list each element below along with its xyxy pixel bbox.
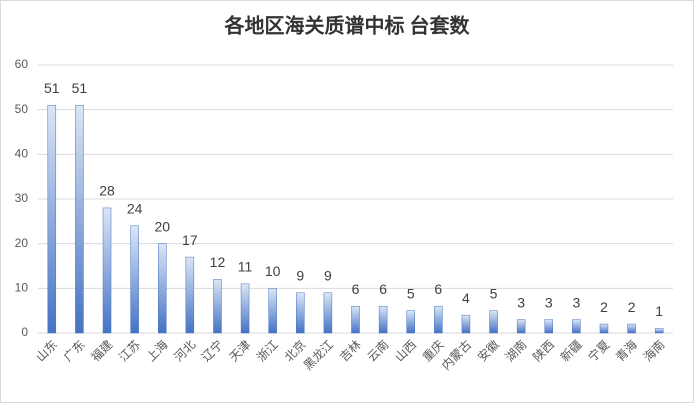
bar [47,104,57,334]
chart-title: 各地区海关质谱中标 台套数 [224,14,471,38]
value-label: 6 [379,281,387,297]
bar [378,305,388,334]
bar [434,305,443,334]
y-tick-label: 40 [15,147,29,161]
value-label: 11 [238,259,253,275]
bar [157,243,167,334]
bar [351,305,360,334]
bar [544,319,554,334]
value-label: 28 [99,183,115,199]
value-label: 3 [545,294,553,310]
value-label: 51 [72,80,88,96]
value-label: 3 [572,294,580,310]
value-label: 6 [352,281,360,297]
y-tick-label: 20 [15,236,29,250]
y-tick-label: 10 [15,281,29,295]
value-label: 1 [655,303,663,319]
bar [489,310,498,334]
value-label: 24 [127,201,143,217]
bar [185,256,195,334]
y-tick-label: 30 [15,191,29,205]
value-label: 9 [324,268,332,284]
value-label: 51 [44,80,60,96]
y-tick-label: 50 [15,102,29,116]
value-label: 12 [210,254,226,270]
bar [268,288,277,334]
bar [654,328,664,334]
bar [130,225,139,334]
bar [406,310,415,334]
value-label: 2 [628,299,636,315]
bar [75,104,84,334]
bar [102,207,112,334]
y-tick-label: 60 [15,57,29,71]
value-label: 9 [296,268,304,284]
value-label: 4 [462,290,470,306]
bar [240,283,250,334]
value-label: 5 [490,285,498,301]
value-label: 17 [182,232,198,248]
bar [296,292,305,334]
value-label: 5 [407,285,415,301]
value-label: 3 [517,294,525,310]
value-label: 2 [600,299,608,315]
bar [461,314,471,334]
y-tick-label: 0 [21,325,28,339]
value-label: 6 [434,281,442,297]
bar [516,319,526,334]
bar [572,319,581,334]
bar [323,292,333,334]
bar [599,323,609,334]
value-label: 10 [265,263,281,279]
bar [213,279,222,334]
value-label: 20 [154,218,170,234]
bar [627,323,636,334]
